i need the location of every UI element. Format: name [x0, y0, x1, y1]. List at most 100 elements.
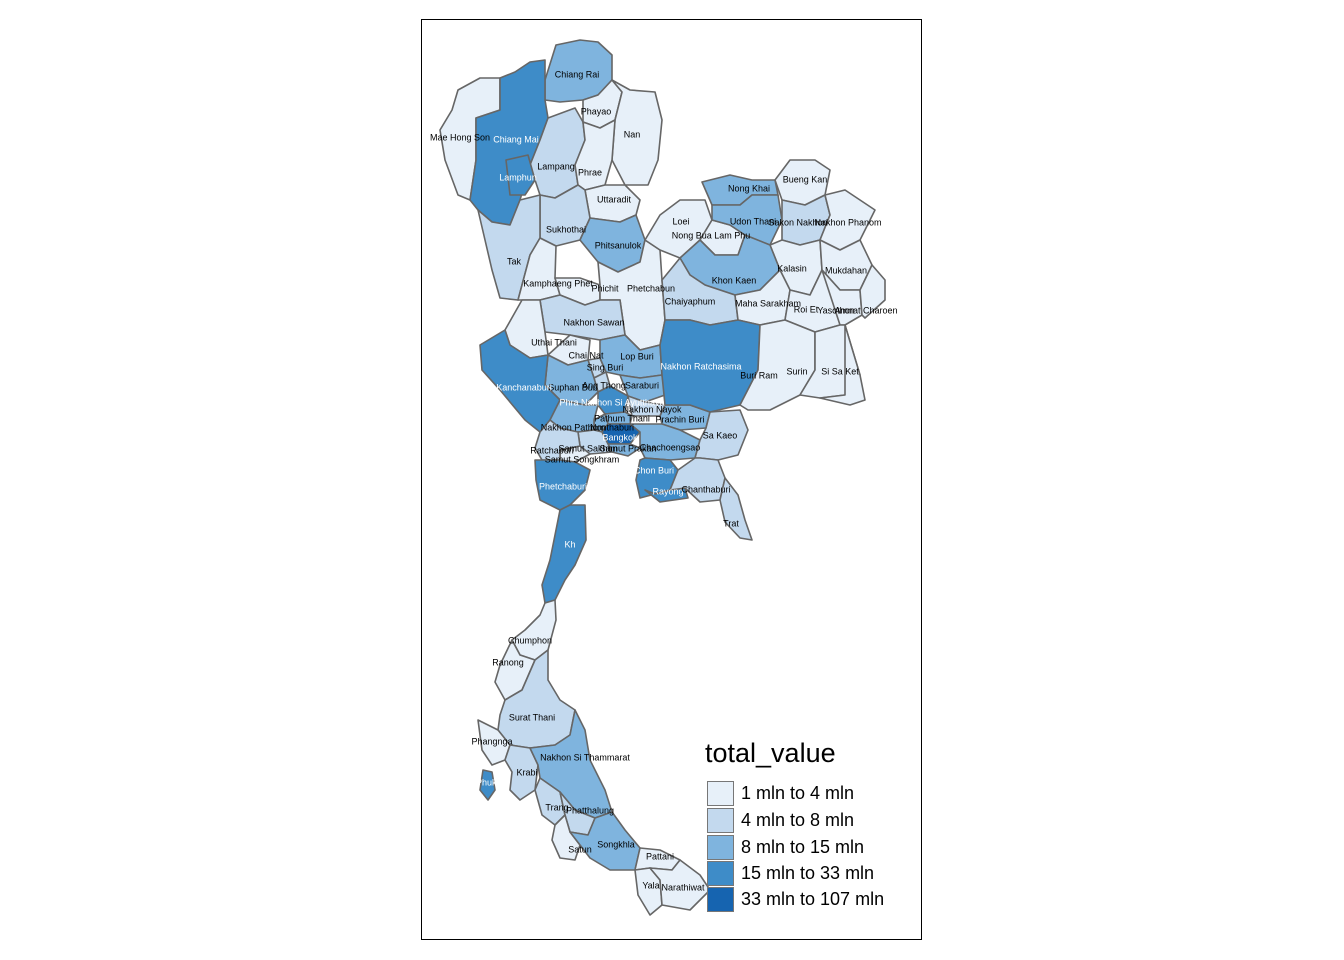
province-label-lampang: Lampang: [537, 161, 575, 171]
province-prachuap-khiri-khan: [541, 504, 587, 604]
province-label-kamphaeng-phet: Kamphaeng Phet: [523, 278, 593, 288]
province-label-nakhon-phanom: Nakhon Phanom: [814, 217, 881, 227]
province-satun: [551, 814, 581, 861]
province-label-saraburi: Saraburi: [625, 380, 659, 390]
province-label-prachuap-khiri-khan: Kh: [564, 539, 575, 549]
province-label-nakhon-nayok: Nakhon Nayok: [622, 404, 682, 414]
province-label-chachoengsao: Chachoengsao: [640, 442, 701, 452]
province-nakhon-sawan: [539, 294, 626, 341]
province-label-trang: Trang: [545, 802, 568, 812]
legend-label-class-1: 1 mln to 4 mln: [741, 782, 855, 803]
province-label-tak: Tak: [507, 256, 522, 266]
province-label-ratchaburi: Ratchaburi: [530, 445, 574, 455]
province-label-phuket: Phuket: [476, 777, 505, 787]
province-label-pattani: Pattani: [646, 851, 674, 861]
legend-swatch-class-3: [707, 834, 734, 860]
legend-item-class-2: 4 mln to 8 mln: [707, 807, 854, 833]
legend-item-class-3: 8 mln to 15 mln: [707, 834, 864, 860]
province-si-sa-ket: [819, 324, 866, 406]
province-label-bueng-kan: Bueng Kan: [783, 174, 828, 184]
province-label-mukdahan: Mukdahan: [825, 265, 867, 275]
province-label-trat: Trat: [723, 518, 739, 528]
legend-swatch-class-2: [707, 807, 734, 833]
province-label-krabi: Krabi: [516, 767, 537, 777]
province-label-uthai-thani: Uthai Thani: [531, 337, 577, 347]
province-phetchaburi: [534, 459, 591, 511]
legend-item-class-1: 1 mln to 4 mln: [707, 780, 854, 806]
province-label-sukhothai: Sukhothai: [546, 224, 586, 234]
province-label-samut-sakhon: Samut Sakhon: [558, 443, 617, 453]
province-label-phra-nakhon-si-ayutthaya: Phra Nakhon Si Ayutthaya: [560, 397, 665, 407]
province-label-chiang-rai: Chiang Rai: [555, 69, 600, 79]
province-label-phrae: Phrae: [578, 167, 602, 177]
province-label-chai-nat: Chai Nat: [568, 350, 604, 360]
province-label-mae-hong-son: Mae Hong Son: [430, 132, 490, 142]
province-label-nakhon-ratchasima: Nakhon Ratchasima: [660, 361, 741, 371]
province-label-suphan-buri: Suphan Buri: [548, 382, 598, 392]
province-label-uttaradit: Uttaradit: [597, 194, 632, 204]
province-udon-thani: [711, 194, 783, 246]
province-label-amnat-charoen: Amnat Charoen: [834, 305, 897, 315]
legend-label-class-3: 8 mln to 15 mln: [741, 836, 865, 857]
province-label-ranong: Ranong: [492, 657, 524, 667]
province-label-yasothon: Yasothon: [817, 305, 854, 315]
province-label-nan: Nan: [624, 129, 641, 139]
province-nan: [611, 79, 663, 186]
province-label-songkhla: Songkhla: [597, 839, 635, 849]
province-label-bangkok: Bangkok: [602, 432, 638, 442]
province-lamphun: [505, 154, 536, 196]
province-trat: [719, 477, 753, 541]
province-amnat-charoen: [859, 264, 886, 319]
province-label-nakhon-pathom: Nakhon Pathom: [541, 422, 606, 432]
province-label-nonthaburi: Nonthaburi: [590, 422, 634, 432]
province-label-phangnga: Phangnga: [471, 736, 512, 746]
province-label-samut-prakan: Samut Prakan: [599, 443, 656, 453]
province-label-chanthaburi: Chanthaburi: [681, 484, 730, 494]
province-label-phetchabun: Phetchabun: [627, 283, 675, 293]
province-label-phayao: Phayao: [581, 106, 612, 116]
province-label-lop-buri: Lop Buri: [620, 351, 654, 361]
province-label-sing-buri: Sing Buri: [587, 362, 624, 372]
province-label-samut-songkhram: Samut Songkhram: [545, 454, 620, 464]
province-label-phetchaburi: Phetchaburi: [539, 481, 587, 491]
legend-swatch-class-1: [707, 780, 734, 806]
province-chachoengsao: [629, 423, 701, 461]
province-label-lamphun: Lamphun: [499, 172, 537, 182]
province-label-maha-sarakham: Maha Sarakham: [735, 298, 801, 308]
province-label-chon-buri: Chon Buri: [634, 465, 674, 475]
province-label-ang-thong: Ang Thong: [582, 380, 626, 390]
province-label-nakhon-sawan: Nakhon Sawan: [563, 317, 624, 327]
legend-item-class-5: 33 mln to 107 mln: [707, 886, 884, 912]
province-label-nong-bua-lam-phu: Nong Bua Lam Phu: [672, 230, 751, 240]
legend-label-class-4: 15 mln to 33 mln: [741, 862, 875, 883]
province-label-rayong: Rayong: [652, 486, 683, 496]
province-label-chumphon: Chumphon: [508, 635, 552, 645]
province-label-chaiyaphum: Chaiyaphum: [665, 296, 716, 306]
province-label-udon-thani: Udon Thani: [730, 216, 776, 226]
province-label-surin: Surin: [786, 366, 807, 376]
provinces-layer: [439, 39, 886, 916]
province-label-satun: Satun: [568, 844, 592, 854]
legend-label-class-2: 4 mln to 8 mln: [741, 809, 855, 830]
province-ratchaburi: [534, 419, 581, 461]
province-label-surat-thani: Surat Thani: [509, 712, 555, 722]
province-label-kalasin: Kalasin: [777, 263, 807, 273]
province-label-chiang-mai: Chiang Mai: [493, 134, 539, 144]
province-label-yala: Yala: [642, 880, 659, 890]
province-label-buri-ram: Buri Ram: [740, 370, 778, 380]
province-label-narathiwat: Narathiwat: [661, 882, 705, 892]
province-label-nakhon-si-thammarat: Nakhon Si Thammarat: [540, 752, 630, 762]
province-label-roi-et: Roi Et: [794, 304, 819, 314]
province-label-khon-kaen: Khon Kaen: [712, 275, 757, 285]
province-phuket: [479, 769, 496, 801]
province-label-sakon-nakhon: Sakon Nakhon: [768, 217, 827, 227]
province-label-prachin-buri: Prachin Buri: [655, 414, 704, 424]
province-label-pathum-thani: Pathum Thani: [594, 413, 650, 423]
province-label-phitsanulok: Phitsanulok: [595, 240, 642, 250]
province-label-nong-khai: Nong Khai: [728, 183, 770, 193]
province-label-kanchanaburi: Kanchanaburi: [496, 382, 552, 392]
province-label-sa-kaeo: Sa Kaeo: [703, 430, 738, 440]
province-label-si-sa-ket: Si Sa Ket: [821, 366, 859, 376]
province-label-loei: Loei: [672, 216, 689, 226]
